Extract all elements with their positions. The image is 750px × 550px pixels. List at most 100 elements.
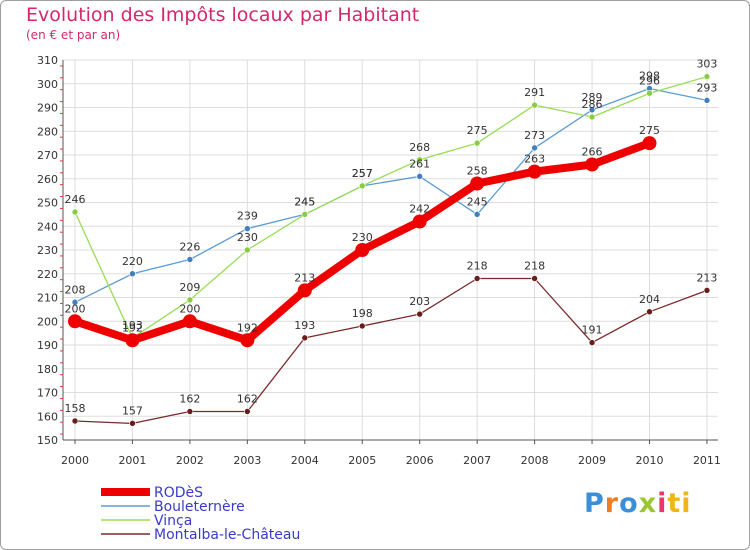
data-label: 291 — [524, 86, 545, 99]
data-label: 286 — [582, 98, 603, 111]
data-point — [301, 334, 309, 342]
logo-letter: i — [657, 488, 668, 519]
data-label: 157 — [122, 404, 143, 417]
data-label: 245 — [294, 195, 315, 208]
data-point — [186, 296, 194, 304]
data-point — [244, 246, 251, 254]
x-tick-label: 2010 — [636, 454, 664, 467]
data-label: 162 — [179, 393, 200, 406]
logo-letter: P — [584, 488, 605, 519]
legend: RODèSBouleternèreVinçaMontalba-le-Châtea… — [101, 485, 300, 543]
data-point — [646, 89, 653, 97]
data-labels: 200 192 200 192 213 230 242 258 263 266 275 208 220 2… — [65, 58, 718, 418]
data-label: 275 — [639, 124, 660, 137]
data-point — [355, 243, 370, 257]
y-tick-label: 300 — [37, 78, 58, 91]
data-label: 289 — [582, 91, 603, 104]
x-tick-label: 2003 — [233, 454, 261, 467]
data-label: 213 — [696, 271, 717, 284]
data-label: 298 — [639, 70, 660, 83]
y-tick-label: 280 — [37, 125, 58, 138]
data-point — [527, 164, 542, 179]
data-label: 246 — [65, 193, 86, 206]
data-point — [71, 298, 79, 306]
series-line — [74, 75, 708, 339]
data-label: 261 — [409, 157, 430, 170]
data-label: 162 — [237, 393, 258, 406]
logo-letter: x — [638, 488, 658, 519]
y-tick-label: 180 — [37, 363, 58, 376]
y-tick-label: 210 — [37, 292, 58, 305]
data-label: 203 — [409, 295, 430, 308]
data-label: 208 — [65, 283, 86, 296]
data-label: 209 — [179, 281, 200, 294]
data-label: 303 — [696, 58, 717, 71]
data-point — [125, 333, 140, 348]
data-label: 258 — [467, 165, 488, 178]
data-point — [301, 211, 309, 218]
data-point — [71, 208, 79, 216]
data-label: 191 — [582, 324, 603, 337]
data-label: 193 — [294, 319, 315, 332]
chart-subtitle: (en € et par an) — [26, 28, 121, 42]
y-tick-label: 270 — [37, 149, 58, 162]
axes: 150 160 170 180 190 200 210 220 230 240 250 260 270 2… — [37, 54, 721, 467]
x-tick-label: 2004 — [291, 454, 319, 467]
data-point — [244, 408, 251, 415]
data-label: 230 — [352, 231, 373, 244]
data-point — [531, 275, 538, 282]
logo-letter: o — [619, 488, 639, 519]
data-point — [642, 136, 657, 151]
data-point — [71, 417, 79, 425]
x-tick-label: 2002 — [176, 454, 204, 467]
data-label: 257 — [352, 167, 373, 180]
data-point — [473, 275, 481, 282]
data-label: 213 — [294, 271, 315, 284]
series-points — [68, 73, 711, 427]
data-point — [412, 214, 427, 229]
data-label: 257 — [352, 167, 373, 180]
data-label: 193 — [122, 319, 143, 332]
data-point — [646, 308, 653, 316]
y-tick-label: 150 — [37, 434, 58, 447]
data-label: 245 — [294, 195, 315, 208]
logo-letter: ti — [667, 488, 692, 519]
data-point — [416, 156, 424, 164]
data-label: 263 — [524, 153, 545, 166]
x-tick-label: 2001 — [118, 454, 146, 467]
data-point — [588, 106, 596, 114]
y-tick-label: 190 — [37, 339, 58, 352]
legend-label: Bouleternère — [154, 499, 245, 515]
x-tick-label: 2009 — [578, 454, 606, 467]
data-point — [129, 420, 136, 427]
data-point — [240, 333, 255, 348]
data-point — [297, 283, 312, 298]
data-point — [416, 173, 424, 180]
y-tick-label: 230 — [37, 244, 58, 257]
data-point — [470, 176, 485, 191]
y-tick-label: 310 — [37, 54, 58, 67]
data-label: 293 — [696, 81, 717, 94]
data-label: 268 — [409, 141, 430, 154]
y-tick-label: 160 — [37, 410, 58, 423]
data-point — [531, 101, 538, 109]
data-label: 200 — [179, 302, 200, 315]
data-point — [68, 314, 82, 329]
data-point — [531, 144, 538, 152]
data-point — [703, 73, 711, 80]
data-point — [588, 339, 596, 346]
data-label: 230 — [237, 231, 258, 244]
y-tick-label: 170 — [37, 387, 58, 400]
series-line — [74, 87, 708, 303]
data-label: 226 — [179, 241, 200, 254]
data-point — [182, 314, 197, 329]
data-point — [416, 310, 424, 318]
x-tick-label: 2000 — [61, 454, 89, 467]
x-tick-label: 2005 — [348, 454, 376, 467]
data-point — [473, 139, 481, 147]
data-label: 242 — [409, 203, 430, 216]
data-label: 220 — [122, 255, 143, 268]
y-tick-label: 220 — [37, 268, 58, 281]
y-tick-label: 290 — [37, 102, 58, 115]
